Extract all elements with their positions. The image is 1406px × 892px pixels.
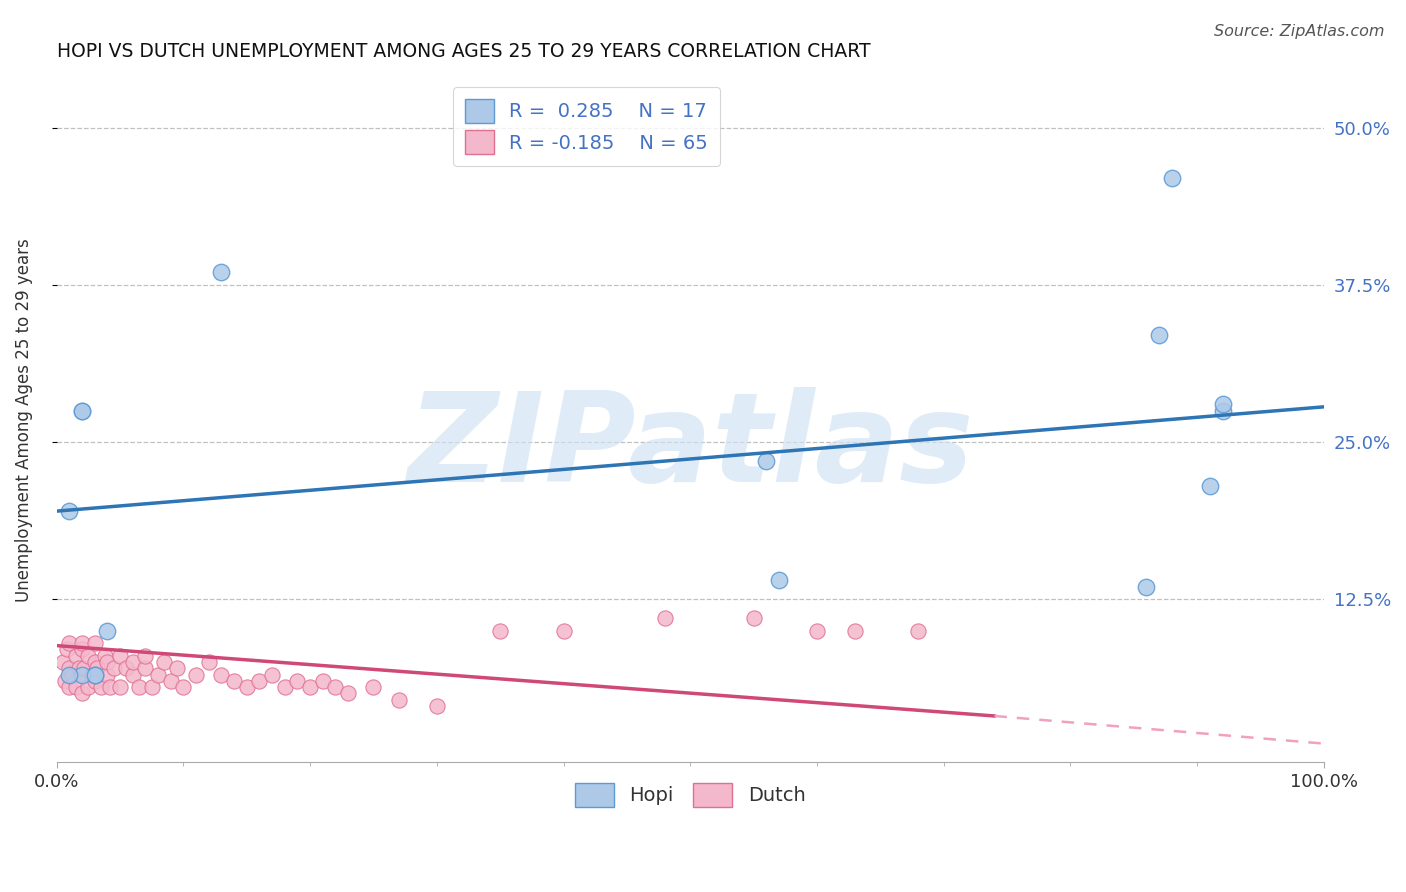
Point xyxy=(94,648,117,663)
Y-axis label: Unemployment Among Ages 25 to 29 years: Unemployment Among Ages 25 to 29 years xyxy=(15,238,32,602)
Point xyxy=(260,667,283,681)
Point xyxy=(58,667,80,681)
Point xyxy=(742,611,765,625)
Point xyxy=(1198,479,1220,493)
Point xyxy=(153,655,176,669)
Point xyxy=(553,624,575,638)
Point xyxy=(654,611,676,625)
Point xyxy=(299,680,322,694)
Point xyxy=(108,680,131,694)
Point xyxy=(337,686,360,700)
Text: Source: ZipAtlas.com: Source: ZipAtlas.com xyxy=(1215,24,1385,39)
Point xyxy=(134,661,156,675)
Point xyxy=(287,673,309,688)
Point xyxy=(755,454,778,468)
Point xyxy=(363,680,385,694)
Point xyxy=(65,648,87,663)
Point xyxy=(58,636,80,650)
Point xyxy=(55,673,77,688)
Point xyxy=(388,692,411,706)
Point xyxy=(83,667,105,681)
Point xyxy=(77,680,100,694)
Point xyxy=(121,667,143,681)
Text: ZIPatlas: ZIPatlas xyxy=(406,387,973,508)
Point xyxy=(844,624,866,638)
Point xyxy=(1135,580,1157,594)
Point xyxy=(172,680,194,694)
Point xyxy=(222,673,245,688)
Point xyxy=(235,680,257,694)
Point xyxy=(325,680,347,694)
Point xyxy=(73,661,96,675)
Point xyxy=(83,636,105,650)
Point xyxy=(121,655,143,669)
Point xyxy=(55,642,77,657)
Point xyxy=(96,624,118,638)
Point xyxy=(1160,171,1182,186)
Point xyxy=(52,655,75,669)
Point xyxy=(58,661,80,675)
Point xyxy=(83,655,105,669)
Point xyxy=(58,680,80,694)
Point xyxy=(65,680,87,694)
Point xyxy=(768,574,790,588)
Text: HOPI VS DUTCH UNEMPLOYMENT AMONG AGES 25 TO 29 YEARS CORRELATION CHART: HOPI VS DUTCH UNEMPLOYMENT AMONG AGES 25… xyxy=(56,42,870,61)
Point xyxy=(115,661,138,675)
Point xyxy=(184,667,207,681)
Point xyxy=(128,680,150,694)
Point xyxy=(70,403,93,417)
Point xyxy=(1147,328,1170,343)
Point xyxy=(166,661,188,675)
Point xyxy=(70,667,93,681)
Point xyxy=(197,655,219,669)
Point xyxy=(159,673,181,688)
Point xyxy=(82,667,104,681)
Point xyxy=(77,648,100,663)
Point xyxy=(96,667,118,681)
Point xyxy=(426,698,449,713)
Point xyxy=(70,642,93,657)
Point xyxy=(70,667,93,681)
Point xyxy=(70,686,93,700)
Point xyxy=(146,667,169,681)
Legend: Hopi, Dutch: Hopi, Dutch xyxy=(567,775,813,814)
Point xyxy=(1212,403,1234,417)
Point xyxy=(58,504,80,518)
Point xyxy=(209,667,232,681)
Point xyxy=(70,636,93,650)
Point xyxy=(70,403,93,417)
Point xyxy=(96,655,118,669)
Point xyxy=(806,624,828,638)
Point xyxy=(209,265,232,279)
Point xyxy=(103,661,125,675)
Point xyxy=(134,648,156,663)
Point xyxy=(312,673,335,688)
Point xyxy=(86,661,108,675)
Point xyxy=(83,667,105,681)
Point xyxy=(1212,397,1234,411)
Point xyxy=(60,667,83,681)
Point xyxy=(83,673,105,688)
Point xyxy=(274,680,297,694)
Point xyxy=(907,624,929,638)
Point xyxy=(98,680,121,694)
Point xyxy=(489,624,512,638)
Point xyxy=(141,680,163,694)
Point xyxy=(67,661,90,675)
Point xyxy=(90,680,112,694)
Point xyxy=(108,648,131,663)
Point xyxy=(247,673,270,688)
